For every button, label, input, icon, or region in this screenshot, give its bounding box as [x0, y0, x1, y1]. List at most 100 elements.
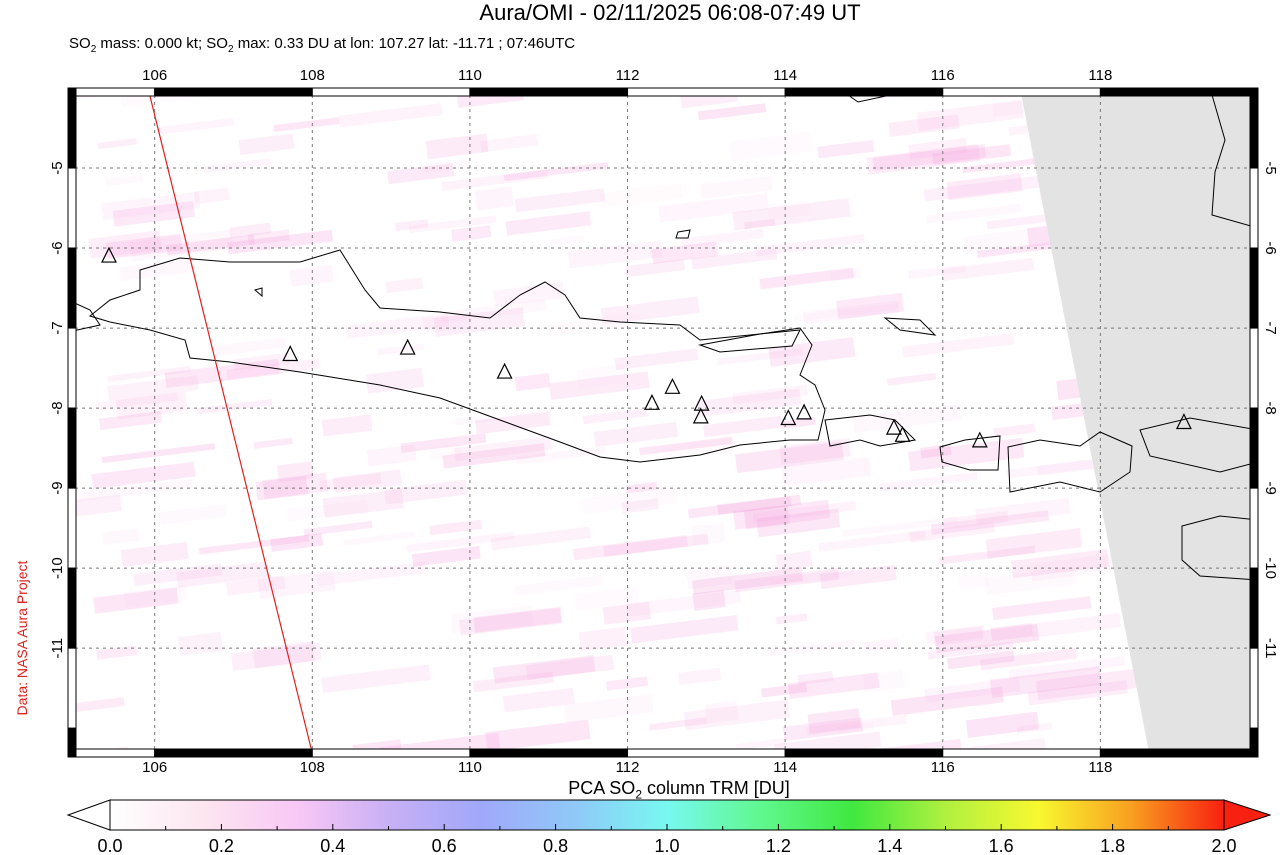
so2-pixel	[916, 99, 1024, 131]
no-data-swath	[1020, 88, 1258, 757]
so2-pixel	[93, 587, 179, 614]
so2-pixel	[690, 522, 726, 546]
so2-pixel	[376, 343, 425, 356]
colorbar-label: 0.2	[209, 836, 234, 855]
so2-pixel	[425, 133, 489, 160]
so2-pixel	[177, 631, 223, 656]
so2-pixel	[933, 626, 984, 646]
so2-pixel	[600, 296, 700, 325]
so2-pixel	[965, 711, 1040, 738]
so2-pixel	[365, 367, 425, 394]
lon-label-bottom: 118	[1088, 759, 1112, 776]
frame-bar	[627, 87, 786, 97]
so2-pixel	[691, 567, 804, 595]
so2-pixel	[69, 494, 123, 517]
so2-pixel	[735, 441, 844, 474]
volcano-triangle-icon	[664, 377, 681, 394]
so2-pixel	[255, 475, 309, 501]
so2-pixel	[941, 257, 1035, 282]
so2-pixel	[932, 144, 1012, 166]
so2-pixel	[866, 143, 981, 175]
so2-pixel	[614, 348, 699, 371]
so2-pixel	[578, 626, 628, 652]
so2-pixel	[734, 568, 840, 593]
lat-label-right: -9	[1262, 481, 1279, 494]
so2-pixel	[819, 564, 897, 590]
so2-pixel	[451, 225, 492, 242]
frame-bar	[469, 87, 629, 97]
lat-label-left: -5	[49, 161, 66, 174]
so2-pixel	[716, 348, 804, 366]
so2-pixel	[639, 436, 733, 456]
frame-bar	[67, 327, 77, 409]
so2-pixel	[934, 623, 1040, 653]
so2-pixel	[993, 423, 1036, 438]
so2-pixel	[215, 337, 287, 356]
so2-pixel	[842, 516, 958, 538]
so2-pixel	[902, 333, 1015, 358]
so2-pixel	[989, 666, 1102, 699]
colorbar-label: 0.6	[432, 836, 457, 855]
so2-pixel	[862, 670, 905, 693]
so2-pixel	[238, 133, 295, 156]
so2-pixel	[985, 566, 1076, 596]
so2-pixel	[107, 365, 191, 383]
so2-pixel	[473, 606, 563, 633]
coast-sumbawa	[1007, 431, 1133, 493]
so2-pixel	[442, 443, 546, 469]
so2-pixel	[691, 248, 778, 270]
so2-pixel	[454, 413, 497, 426]
colorbar-title: PCA SO2 column TRM [DU]	[568, 778, 790, 802]
lat-label-right: -8	[1262, 401, 1279, 414]
orbit-track-line	[147, 88, 313, 753]
coast-madura	[698, 329, 801, 353]
so2-pixel	[68, 697, 125, 713]
so2-pixel	[440, 299, 547, 323]
frame-bar	[942, 748, 1101, 758]
so2-pixel	[1027, 680, 1129, 706]
frame-bar	[627, 748, 786, 758]
so2-pixel	[366, 444, 417, 467]
frame-bar	[1249, 487, 1259, 569]
frame-bar	[1249, 167, 1259, 249]
so2-pixel	[385, 277, 424, 294]
so2-pixel	[990, 623, 1033, 642]
so2-pixel	[503, 162, 609, 182]
so2-pixel	[817, 139, 875, 159]
so2-pixel	[781, 457, 872, 487]
colorbar-label: 0.4	[320, 836, 345, 855]
so2-pixel	[756, 508, 841, 538]
volcano-triangle-icon	[692, 407, 709, 424]
lon-label-top: 110	[458, 67, 482, 84]
volcano-triangle-icon	[780, 409, 797, 426]
frame-bar	[784, 87, 944, 97]
so2-pixel	[514, 575, 604, 596]
so2-pixel	[625, 258, 686, 278]
lat-label-right: -7	[1262, 321, 1279, 334]
so2-pixel	[802, 300, 899, 324]
so2-pixel	[286, 499, 369, 522]
so2-pixel	[548, 235, 585, 247]
so2-pixel	[1006, 459, 1093, 479]
frame-bar	[1249, 327, 1259, 409]
so2-pixel	[946, 173, 1023, 201]
so2-pixel	[454, 436, 553, 462]
so2-pixel	[343, 531, 416, 547]
coast-flores	[1139, 417, 1258, 473]
so2-pixel	[662, 437, 736, 460]
so2-pixel	[123, 584, 188, 609]
so2-pixel	[1030, 553, 1116, 582]
so2-pixel	[198, 534, 310, 555]
volcano-triangle-icon	[643, 393, 660, 410]
so2-pixel	[775, 613, 808, 625]
lat-label-left: -8	[49, 401, 66, 414]
so2-pixel	[480, 134, 539, 153]
so2-pixel	[472, 671, 554, 693]
so2-pixel	[96, 645, 138, 660]
so2-pixel	[890, 686, 1004, 716]
lat-label-right: -10	[1262, 557, 1279, 579]
so2-pixel	[102, 528, 140, 545]
so2-pixel	[345, 313, 450, 339]
lat-label-right: -11	[1262, 638, 1279, 659]
so2-pixel	[752, 500, 857, 523]
